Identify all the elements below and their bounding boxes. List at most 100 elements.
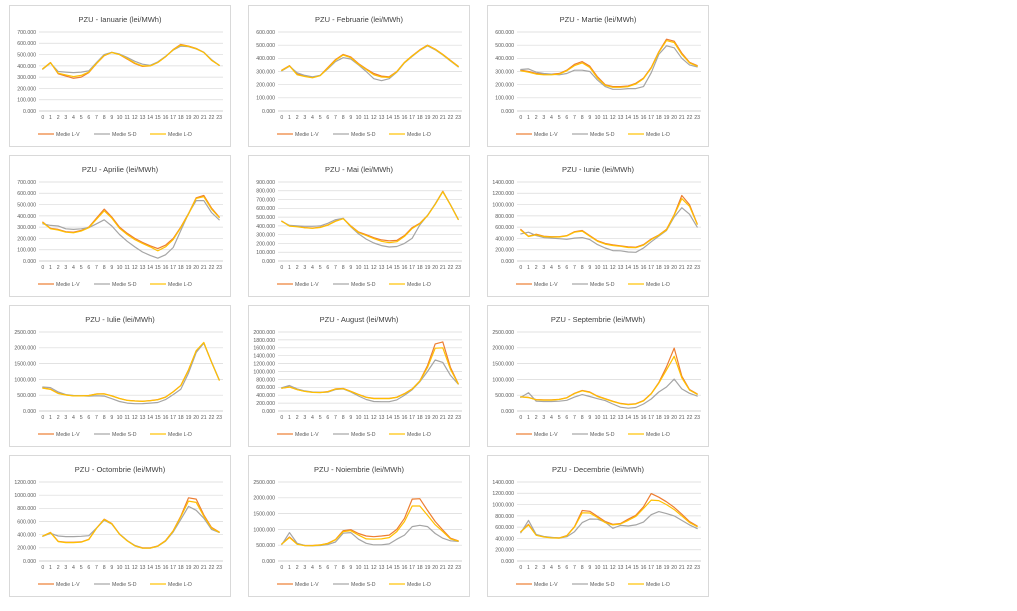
- chart-title: PZU - Iunie (lei/MWh): [562, 165, 635, 174]
- chart-panel-10: PZU - Octombrie (lei/MWh) 0.000 200.000 400…: [9, 455, 231, 597]
- y-tick-label: 2500.000: [492, 330, 514, 336]
- series-line-medie-l-v: [520, 347, 698, 406]
- x-tick-label: 2: [296, 115, 299, 121]
- x-tick-label: 20: [432, 565, 438, 571]
- x-tick-label: 7: [573, 115, 576, 121]
- legend-label: Medie L-V: [56, 432, 80, 438]
- legend-label: Medie S-D: [351, 282, 376, 288]
- x-tick-label: 8: [581, 565, 584, 571]
- x-tick-label: 4: [311, 565, 314, 571]
- y-tick-label: 0.000: [23, 559, 36, 565]
- x-tick-label: 17: [409, 115, 415, 121]
- x-tick-label: 15: [155, 565, 161, 571]
- x-tick-label: 23: [455, 115, 461, 121]
- legend-label: Medie L-D: [168, 582, 192, 588]
- y-tick-label: 100.000: [17, 248, 36, 254]
- y-tick-label: 400.000: [17, 533, 36, 539]
- series-line-medie-l-d: [281, 44, 459, 79]
- x-tick-label: 8: [342, 115, 345, 121]
- chart-title: PZU - Octombrie (lei/MWh): [75, 465, 166, 474]
- x-tick-label: 13: [379, 265, 385, 271]
- x-tick-label: 21: [201, 265, 207, 271]
- x-tick-label: 0: [519, 265, 522, 271]
- x-tick-label: 20: [432, 115, 438, 121]
- legend-label: Medie L-V: [534, 582, 558, 588]
- legend-label: Medie S-D: [590, 282, 615, 288]
- y-tick-label: 2000.000: [14, 346, 36, 352]
- x-tick-label: 13: [140, 565, 146, 571]
- x-tick-label: 9: [588, 115, 591, 121]
- x-tick-label: 12: [610, 115, 616, 121]
- x-tick-label: 20: [193, 265, 199, 271]
- legend-label: Medie L-V: [56, 282, 80, 288]
- x-tick-label: 13: [140, 415, 146, 421]
- x-tick-label: 21: [201, 415, 207, 421]
- x-tick-label: 6: [326, 565, 329, 571]
- x-tick-label: 17: [170, 565, 176, 571]
- x-tick-label: 1: [49, 265, 52, 271]
- x-tick-label: 13: [618, 265, 624, 271]
- legend-label: Medie L-D: [646, 432, 670, 438]
- x-tick-label: 10: [595, 115, 601, 121]
- x-tick-label: 12: [132, 265, 138, 271]
- y-tick-label: 100.000: [495, 96, 514, 102]
- x-tick-label: 21: [440, 415, 446, 421]
- x-tick-label: 17: [409, 265, 415, 271]
- x-tick-label: 0: [280, 415, 283, 421]
- x-tick-label: 1: [527, 565, 530, 571]
- chart-title: PZU - Februarie (lei/MWh): [315, 15, 403, 24]
- x-tick-label: 4: [550, 265, 553, 271]
- x-tick-label: 18: [178, 265, 184, 271]
- x-tick-label: 2: [535, 115, 538, 121]
- x-tick-label: 13: [618, 565, 624, 571]
- x-tick-label: 14: [147, 415, 153, 421]
- x-tick-label: 7: [573, 415, 576, 421]
- x-tick-label: 21: [679, 415, 685, 421]
- x-tick-label: 5: [319, 115, 322, 121]
- series-line-medie-l-d: [42, 44, 220, 78]
- y-tick-label: 1200.000: [492, 491, 514, 497]
- x-tick-label: 8: [581, 115, 584, 121]
- y-tick-label: 0.000: [262, 559, 275, 565]
- x-tick-label: 21: [201, 565, 207, 571]
- x-tick-label: 15: [394, 565, 400, 571]
- y-tick-label: 200.000: [256, 83, 275, 89]
- x-tick-label: 5: [558, 265, 561, 271]
- x-tick-label: 23: [216, 115, 222, 121]
- x-tick-label: 12: [132, 565, 138, 571]
- x-tick-label: 11: [125, 415, 130, 421]
- y-tick-label: 400.000: [256, 56, 275, 62]
- y-tick-label: 500.000: [256, 543, 275, 549]
- x-tick-label: 3: [64, 415, 67, 421]
- x-tick-label: 23: [216, 265, 222, 271]
- x-tick-label: 6: [326, 415, 329, 421]
- series-line-medie-s-d: [520, 45, 698, 90]
- x-tick-label: 10: [117, 265, 123, 271]
- legend-label: Medie S-D: [112, 132, 137, 138]
- series-line-medie-s-d: [42, 45, 220, 74]
- x-tick-label: 2: [57, 415, 60, 421]
- x-tick-label: 1: [288, 115, 291, 121]
- x-tick-label: 17: [170, 265, 176, 271]
- x-tick-label: 1: [527, 115, 530, 121]
- x-tick-label: 0: [519, 115, 522, 121]
- x-tick-label: 23: [694, 115, 700, 121]
- x-tick-label: 10: [356, 415, 362, 421]
- y-tick-label: 600.000: [256, 206, 275, 212]
- x-tick-label: 5: [80, 565, 83, 571]
- x-tick-label: 4: [72, 265, 75, 271]
- x-tick-label: 10: [595, 565, 601, 571]
- series-line-medie-l-d: [520, 355, 698, 406]
- x-tick-label: 14: [625, 115, 631, 121]
- x-tick-label: 3: [542, 115, 545, 121]
- legend-label: Medie S-D: [351, 432, 376, 438]
- y-tick-label: 400.000: [256, 224, 275, 230]
- y-tick-label: 500.000: [17, 393, 36, 399]
- x-tick-label: 16: [163, 265, 169, 271]
- x-tick-label: 5: [319, 415, 322, 421]
- y-tick-label: 400.000: [495, 236, 514, 242]
- y-tick-label: 500.000: [17, 202, 36, 208]
- x-tick-label: 15: [155, 415, 161, 421]
- y-tick-label: 500.000: [495, 43, 514, 49]
- x-tick-label: 18: [178, 565, 184, 571]
